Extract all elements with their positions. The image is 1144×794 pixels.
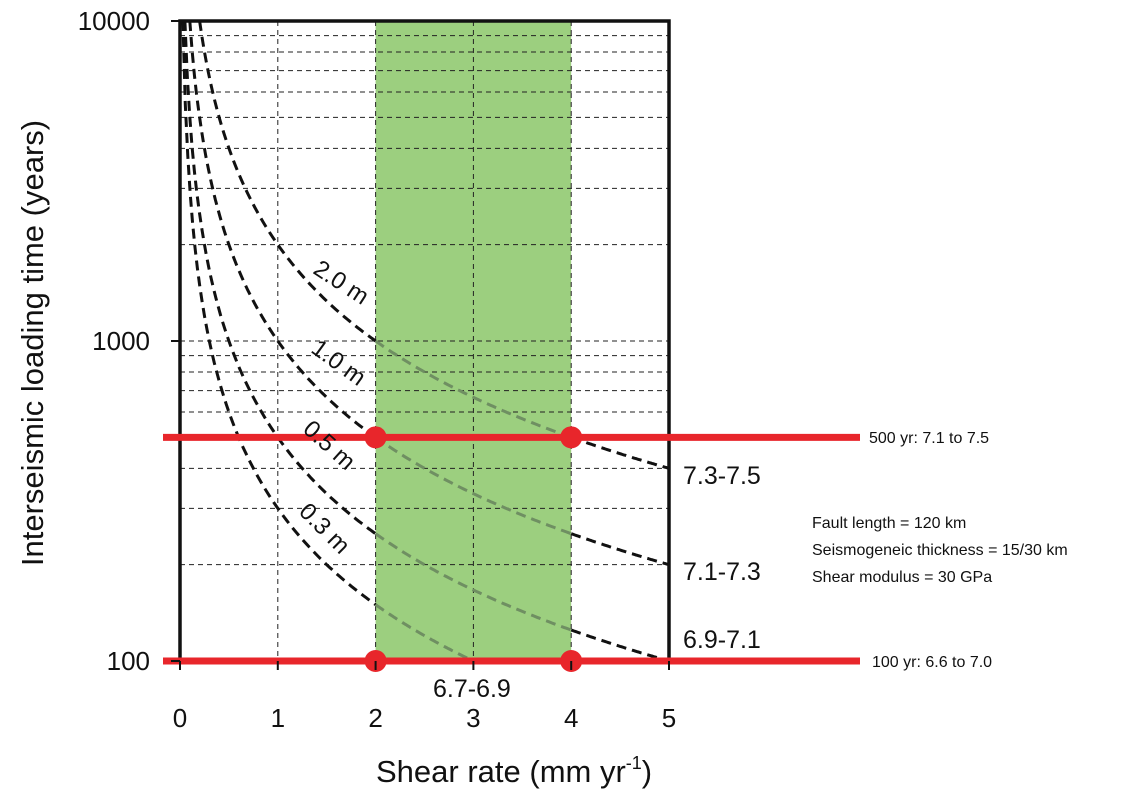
curve-0-3-m-left xyxy=(181,20,377,606)
x-tick-label: 0 xyxy=(173,703,187,733)
x-tick-label: 4 xyxy=(564,703,578,733)
mag-label-1-0: 7.1-7.3 xyxy=(683,558,761,586)
curve-0-3-m-band xyxy=(374,603,475,663)
x-axis-label-sup: -1 xyxy=(626,753,642,773)
axis-ticks: 0 1 2 3 4 5 100 1000 10000 xyxy=(78,6,677,733)
y-axis-label: Interseismic loading time (years) xyxy=(15,120,50,566)
mag-label-0-3: 6.7-6.9 xyxy=(433,675,511,703)
marker-point xyxy=(560,426,583,449)
curve-label: 1.0 m xyxy=(306,334,370,391)
x-tick-label: 5 xyxy=(662,703,676,733)
curve-2-0-m-right xyxy=(570,435,670,470)
ref-label-100: 100 yr: 6.6 to 7.0 xyxy=(872,654,992,671)
curve-label: 0.5 m xyxy=(298,415,361,475)
curve-0-5-m-band xyxy=(374,532,572,632)
curve-1-0-m-right xyxy=(570,532,670,567)
y-tick-label: 1000 xyxy=(92,326,150,356)
curve-2-0-m-band xyxy=(374,339,572,439)
curve-1-0-m-band xyxy=(374,436,572,536)
x-tick-label: 2 xyxy=(368,703,382,733)
mag-label-0-5: 6.9-7.1 xyxy=(683,626,761,654)
y-tick-label: 100 xyxy=(107,646,150,676)
curve-0-5-m-right xyxy=(570,628,670,663)
curve-2-0-m-left xyxy=(198,20,377,343)
x-axis-label: Shear rate (mm yr-1) xyxy=(376,753,652,789)
curve-label: 0.3 m xyxy=(294,498,356,560)
x-tick-label: 1 xyxy=(271,703,285,733)
y-tick-label: 10000 xyxy=(78,6,150,36)
marker-point xyxy=(364,426,387,449)
annotation-thickness: Seismogeneic thickness = 15/30 km xyxy=(812,542,1068,559)
curve-label: 2.0 m xyxy=(309,255,374,310)
x-axis-label-end: ) xyxy=(642,754,652,789)
annotation-fault-length: Fault length = 120 km xyxy=(812,515,966,532)
annotation-shear-modulus: Shear modulus = 30 GPa xyxy=(812,569,992,586)
x-tick-label: 3 xyxy=(466,703,480,733)
curve-labels: 2.0 m 1.0 m 0.5 m 0.3 m xyxy=(294,255,374,559)
mag-label-2-0: 7.3-7.5 xyxy=(683,462,761,490)
curve-1-0-m-left xyxy=(188,20,377,439)
ref-label-500: 500 yr: 7.1 to 7.5 xyxy=(869,430,989,447)
grid xyxy=(180,21,669,661)
